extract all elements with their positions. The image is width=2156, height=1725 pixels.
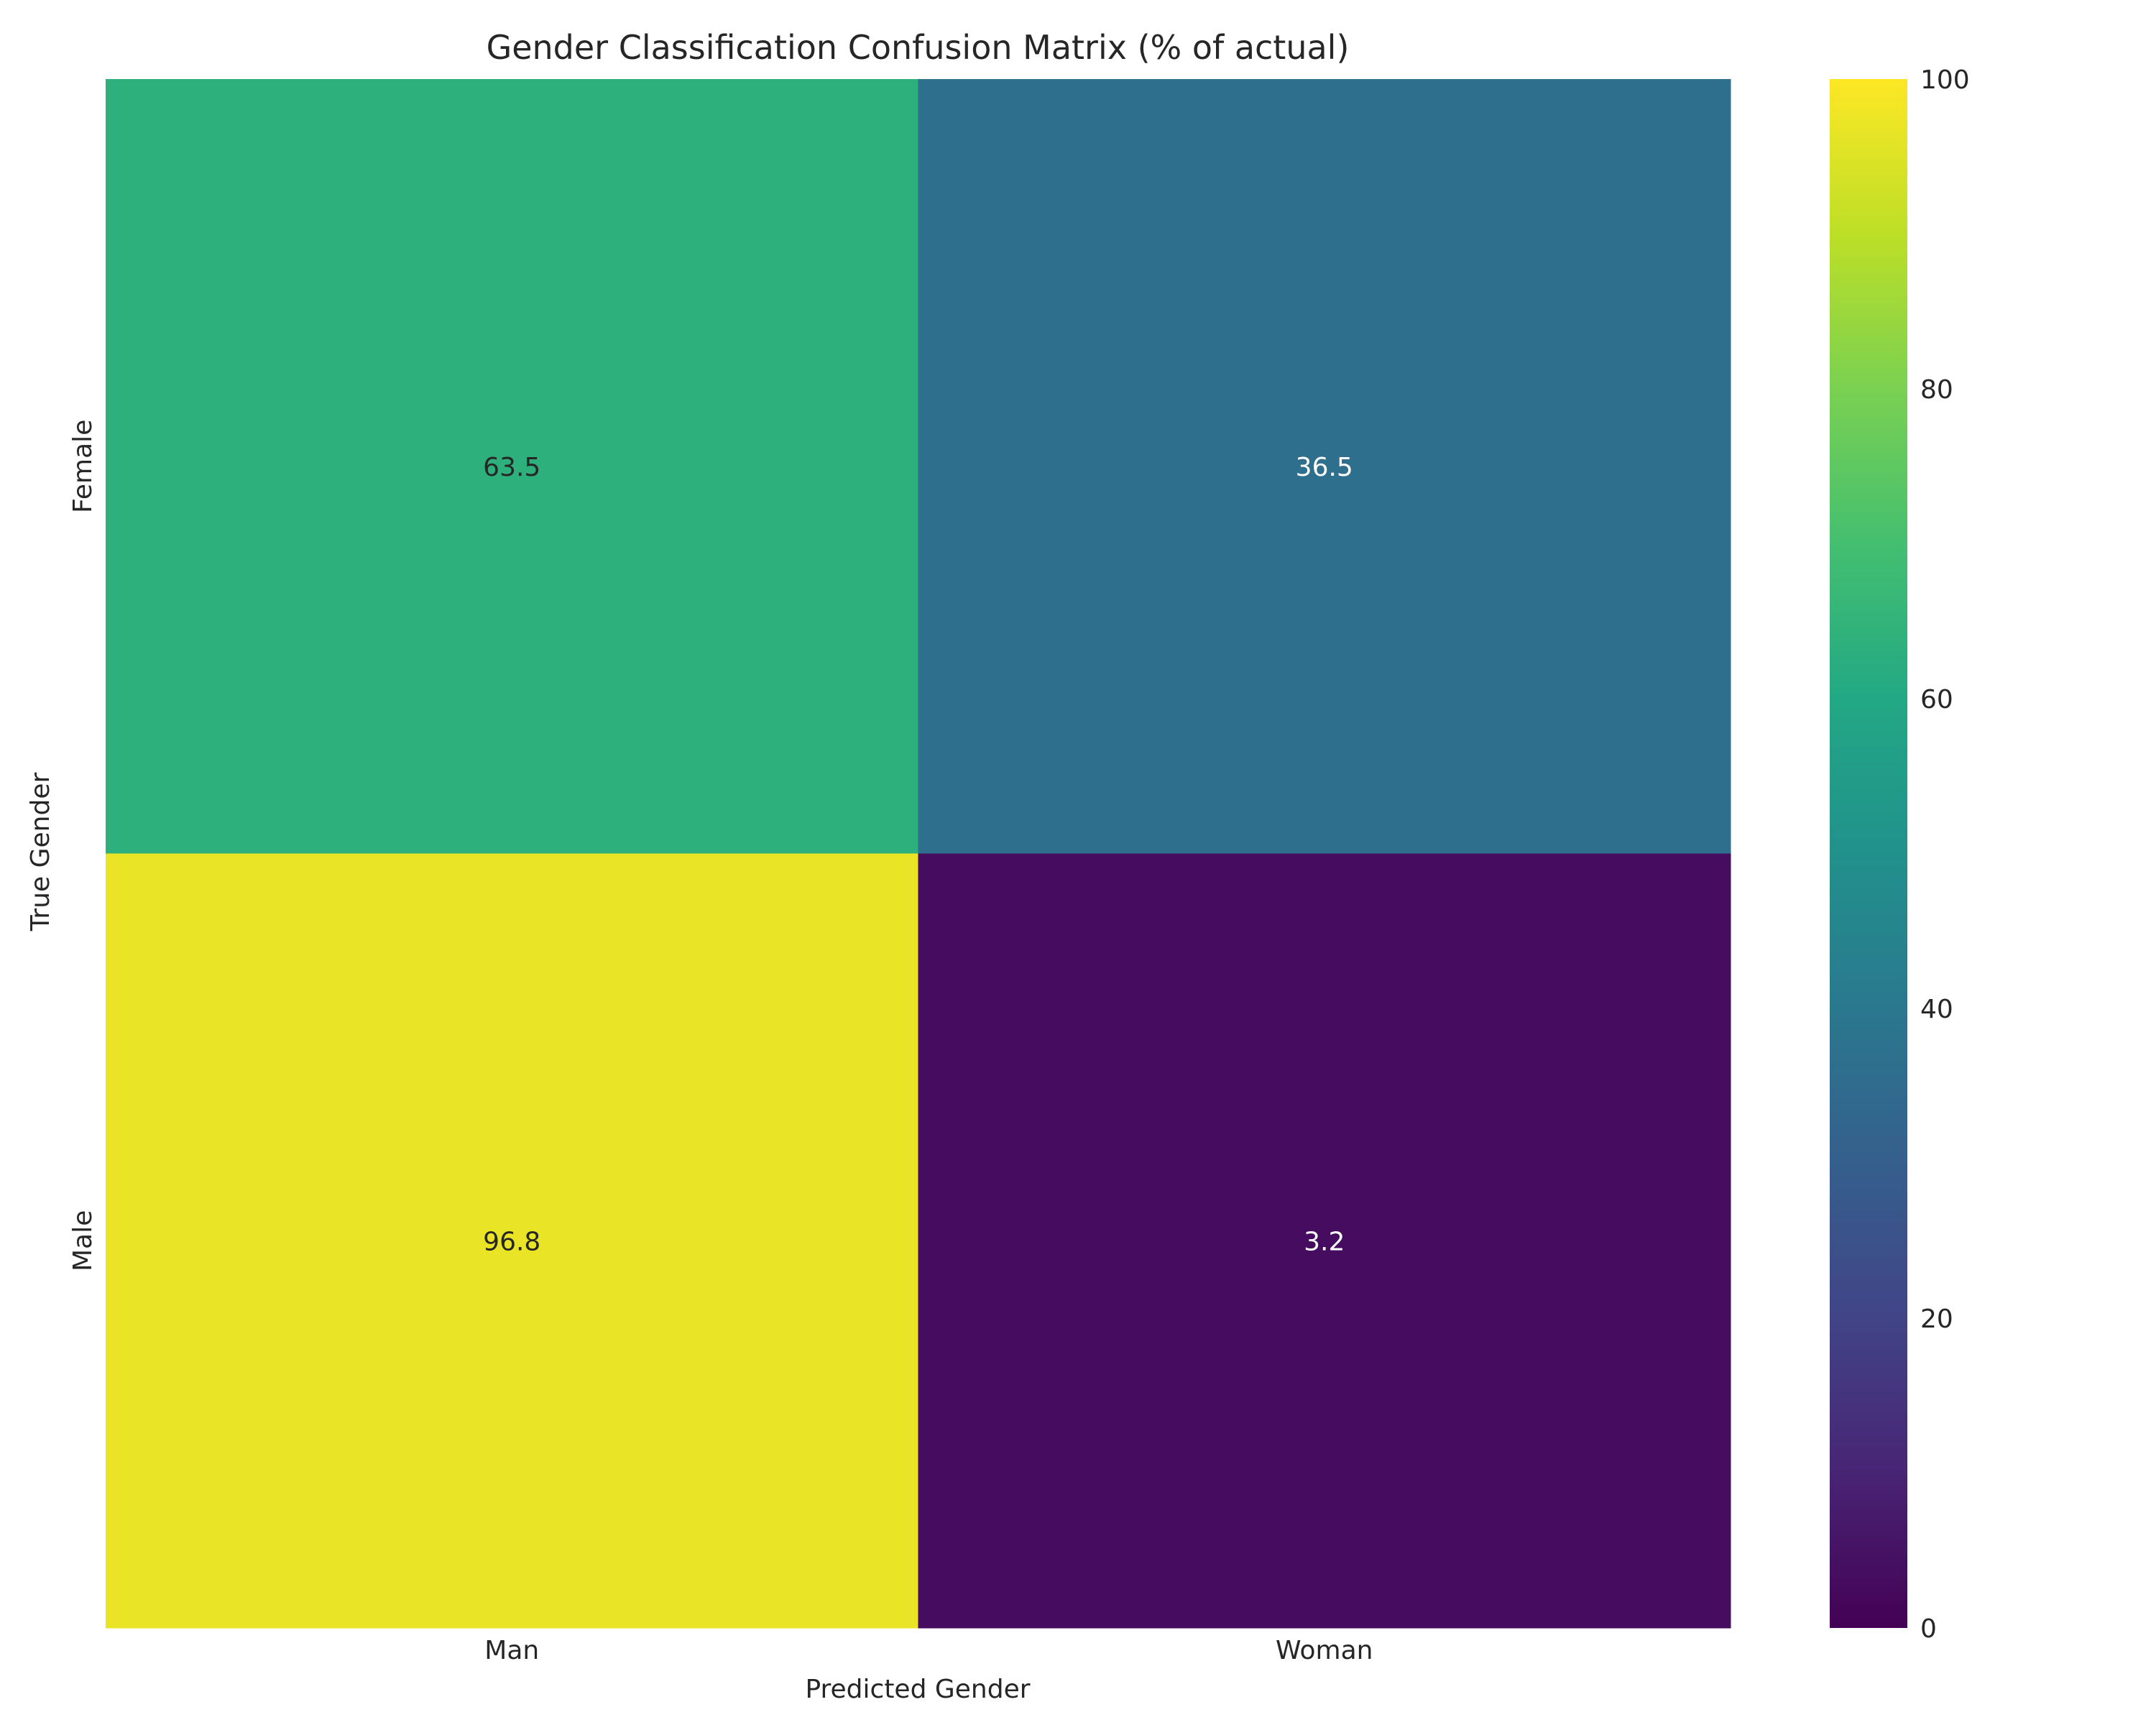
x-tick-label: Woman [1276, 1636, 1373, 1665]
cell-value-label: 63.5 [483, 453, 540, 482]
colorbar-tick-label: 20 [1920, 1305, 1953, 1334]
y-axis-label: True Gender [26, 773, 55, 932]
x-tick-label: Man [484, 1636, 539, 1665]
y-axis-tick-labels: Female Male [68, 420, 98, 1271]
x-axis-label: Predicted Gender [805, 1675, 1030, 1704]
heatmap-cell [106, 853, 918, 1629]
cell-value-label: 3.2 [1304, 1227, 1345, 1256]
heatmap-cell-labels: 63.5 36.5 96.8 3.2 [483, 453, 1353, 1257]
cell-value-label: 96.8 [483, 1227, 540, 1256]
colorbar-tick-label: 60 [1920, 685, 1953, 714]
chart-title: Gender Classification Confusion Matrix (… [487, 28, 1350, 67]
colorbar [1830, 79, 1907, 1628]
colorbar-tick-labels: 0 20 40 60 80 100 [1920, 65, 1970, 1644]
heatmap-cells [106, 79, 1731, 1629]
colorbar-tick-label: 80 [1920, 375, 1953, 405]
x-axis-tick-labels: Man Woman [484, 1636, 1373, 1665]
y-tick-label: Male [68, 1210, 98, 1271]
y-tick-label: Female [68, 420, 98, 513]
cell-value-label: 36.5 [1296, 453, 1353, 482]
colorbar-tick-label: 100 [1920, 65, 1970, 95]
heatmap-cell [106, 79, 918, 854]
colorbar-tick-label: 40 [1920, 995, 1953, 1024]
heatmap-cell [918, 853, 1731, 1629]
colorbar-tick-label: 0 [1920, 1614, 1937, 1644]
heatmap-cell [918, 79, 1731, 854]
